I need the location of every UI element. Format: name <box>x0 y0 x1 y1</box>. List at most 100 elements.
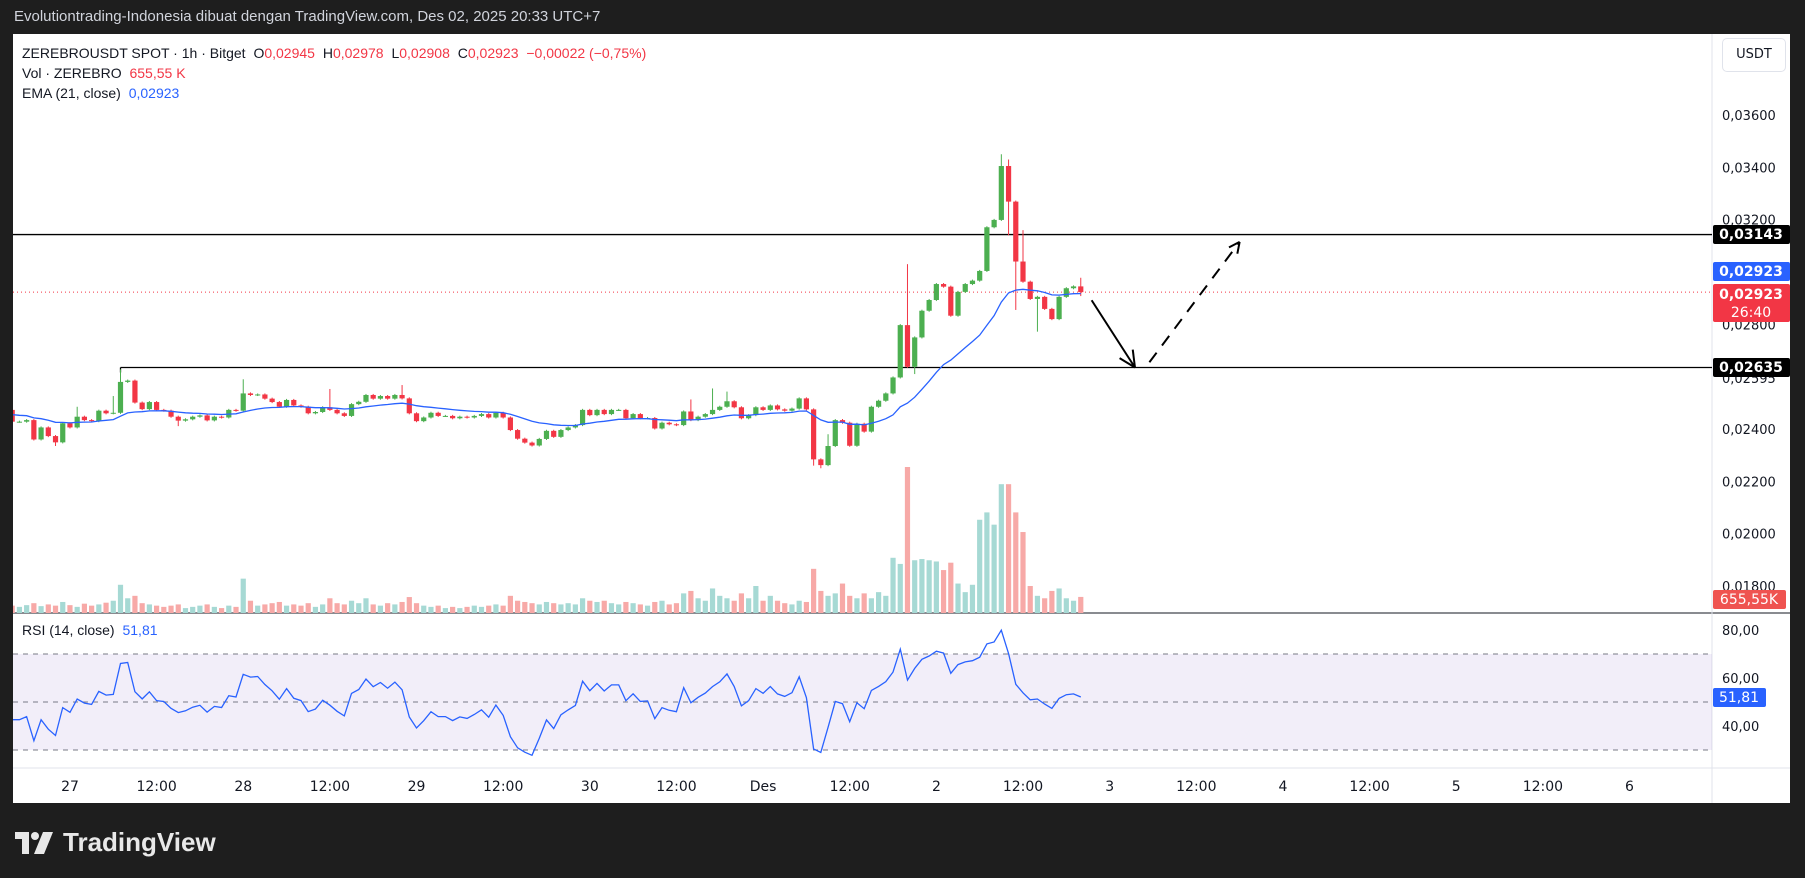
volume-bar <box>240 578 246 613</box>
volume-bar <box>125 598 131 613</box>
candle-body <box>31 420 37 440</box>
arrow-shaft <box>1148 241 1241 363</box>
candle <box>16 420 23 423</box>
volume-bar <box>276 601 282 613</box>
volume-bar <box>1042 598 1048 613</box>
candle <box>38 426 44 441</box>
volume-bar <box>926 560 932 613</box>
candle <box>832 419 838 448</box>
candle <box>789 407 795 412</box>
candle-body <box>868 406 874 432</box>
volume-bar <box>1034 595 1041 613</box>
candle-body <box>197 415 203 417</box>
volume-bar <box>507 595 513 613</box>
candle-body <box>1020 261 1026 282</box>
volume-bar <box>984 512 990 613</box>
candle <box>551 429 557 438</box>
candle <box>594 408 600 417</box>
volume-bar <box>1027 586 1033 613</box>
volume-bar <box>608 603 615 613</box>
candle-body <box>291 399 297 406</box>
time-label: 30 <box>581 779 599 795</box>
candle <box>767 404 773 411</box>
tradingview-logo[interactable]: TradingView <box>15 827 216 858</box>
candle-body <box>962 284 968 292</box>
volume-bar <box>146 604 152 613</box>
rsi-tick-label: 40,00 <box>1722 720 1759 735</box>
price-axis[interactable]: 0,036000,034000,032000,028000,025950,024… <box>1722 109 1776 595</box>
volume-legend[interactable]: Vol · ZEREBRO 655,55 K <box>22 65 190 81</box>
candle <box>825 434 831 467</box>
time-axis[interactable]: 27 12:00 28 12:00 29 12:00 30 12:00 Des 12:00 2 12:… <box>61 779 1634 795</box>
open-value: 0,02945 <box>264 45 315 61</box>
up-arrow-dashed[interactable] <box>1148 241 1241 363</box>
candle-body <box>500 412 506 418</box>
candle <box>399 385 405 400</box>
volume-bar <box>825 595 831 613</box>
volume-bar <box>298 605 304 613</box>
volume-bar <box>623 601 629 613</box>
candle <box>854 422 860 447</box>
volume-bar <box>796 600 802 613</box>
candle-body <box>839 420 846 423</box>
currency-button[interactable]: USDT <box>1722 38 1786 72</box>
projection-arrows[interactable] <box>1090 241 1241 369</box>
candle-body <box>276 402 282 407</box>
down-arrow[interactable] <box>1090 299 1136 369</box>
time-label: 12:00 <box>830 779 870 795</box>
candle-body <box>377 396 384 399</box>
symbol-info[interactable]: ZEREBROUSDT SPOT · 1h · Bitget <box>22 45 246 61</box>
rsi-axis[interactable]: 80,00 60,00 40,00 <box>1722 624 1759 735</box>
candle <box>486 413 492 419</box>
volume-bar <box>955 583 961 613</box>
candle-countdown: 26:40 <box>1731 305 1771 321</box>
candle-body <box>218 416 225 418</box>
candle <box>81 415 87 422</box>
volume-bar <box>977 519 983 613</box>
candle <box>507 416 513 432</box>
candle-body <box>399 394 405 399</box>
volume-bar <box>1013 512 1019 613</box>
candle-body <box>767 405 773 410</box>
chart-panel[interactable] <box>13 34 1790 803</box>
candle-body <box>717 406 723 410</box>
horizontal-levels[interactable] <box>13 233 1712 373</box>
ema-legend[interactable]: EMA (21, close) 0,02923 <box>22 85 183 101</box>
candle-body <box>738 407 745 419</box>
candle-body <box>154 402 160 410</box>
candle <box>796 397 802 410</box>
volume-bar <box>558 604 564 613</box>
candle <box>1063 287 1069 298</box>
candle-body <box>283 399 290 407</box>
volume-bar <box>60 601 66 613</box>
time-label: Des <box>750 779 777 795</box>
candle <box>673 423 680 427</box>
candle-body <box>406 398 412 414</box>
volume-bar <box>876 592 882 613</box>
arrow-head <box>1119 357 1136 369</box>
candle-body <box>110 412 116 414</box>
candle-body <box>623 409 629 419</box>
candles <box>13 154 1084 469</box>
candle-body <box>731 401 737 408</box>
candle-body <box>320 407 326 412</box>
volume-bar <box>782 603 788 613</box>
symbol-legend[interactable]: ZEREBROUSDT SPOT · 1h · Bitget O0,02945 … <box>22 45 650 61</box>
candle-body <box>392 394 398 399</box>
candle-body <box>211 416 217 421</box>
volume-bar <box>579 598 586 613</box>
candle <box>45 426 51 438</box>
volume-bar <box>406 597 412 613</box>
volume-bar <box>522 601 528 613</box>
volume-bar <box>868 598 874 613</box>
candle-body <box>681 411 687 426</box>
candle-body <box>673 424 680 426</box>
volume-bar <box>320 604 326 613</box>
volume-bar <box>630 603 636 613</box>
candle <box>204 414 210 422</box>
close-value: 0,02923 <box>467 45 519 61</box>
rsi-legend[interactable]: RSI (14, close) 51,81 <box>22 622 162 638</box>
candle-body <box>543 430 550 439</box>
candle-body <box>182 419 189 421</box>
